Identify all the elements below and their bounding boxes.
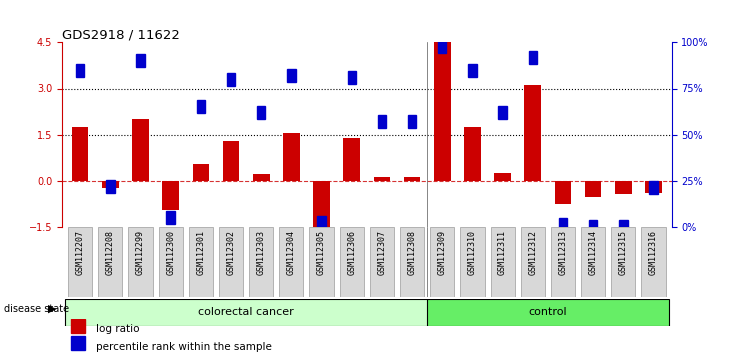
Bar	[193, 164, 210, 181]
Bar	[347, 71, 356, 84]
Bar	[408, 115, 416, 128]
Bar	[645, 181, 662, 193]
Text: control: control	[529, 307, 567, 318]
Text: GSM112309: GSM112309	[438, 230, 447, 275]
Bar	[102, 181, 119, 188]
Text: GSM112315: GSM112315	[619, 230, 628, 275]
Text: GSM112302: GSM112302	[226, 230, 236, 275]
Text: GSM112314: GSM112314	[588, 230, 598, 275]
Bar	[65, 299, 427, 326]
Bar	[99, 227, 123, 297]
Bar	[283, 133, 300, 181]
Bar	[427, 299, 669, 326]
Bar	[430, 227, 454, 297]
Bar	[520, 227, 545, 297]
Bar	[196, 101, 205, 113]
Bar	[619, 220, 628, 233]
Text: GSM112307: GSM112307	[377, 230, 386, 275]
Text: GSM112308: GSM112308	[407, 230, 417, 275]
Bar	[166, 211, 175, 224]
Bar	[189, 227, 213, 297]
Bar	[253, 175, 269, 181]
Text: GSM112301: GSM112301	[196, 230, 205, 275]
Bar	[404, 177, 420, 181]
Bar	[76, 64, 85, 76]
Bar	[529, 51, 537, 64]
Text: GSM112316: GSM112316	[649, 230, 658, 275]
Bar	[499, 106, 507, 119]
Bar	[558, 218, 567, 231]
Bar	[461, 227, 485, 297]
Bar	[158, 227, 182, 297]
Bar	[434, 42, 450, 181]
Bar	[491, 227, 515, 297]
Bar	[313, 181, 330, 228]
Text: GDS2918 / 11622: GDS2918 / 11622	[62, 28, 180, 41]
Text: percentile rank within the sample: percentile rank within the sample	[96, 342, 272, 352]
Bar	[318, 216, 326, 229]
Bar	[106, 179, 115, 193]
Bar	[72, 336, 85, 350]
Bar	[343, 138, 360, 181]
Text: ▶: ▶	[48, 304, 57, 314]
Text: GSM112300: GSM112300	[166, 230, 175, 275]
Bar	[310, 227, 334, 297]
Bar	[249, 227, 273, 297]
Text: GSM112306: GSM112306	[347, 230, 356, 275]
Text: GSM112303: GSM112303	[257, 230, 266, 275]
Bar	[72, 319, 85, 333]
Bar	[581, 227, 605, 297]
Bar	[377, 115, 386, 128]
Bar	[128, 227, 153, 297]
Bar	[137, 55, 145, 67]
Text: disease state: disease state	[4, 304, 69, 314]
Text: GSM112304: GSM112304	[287, 230, 296, 275]
Bar	[615, 181, 631, 194]
Text: GSM112312: GSM112312	[529, 230, 537, 275]
Bar	[219, 227, 243, 297]
Bar	[551, 227, 575, 297]
Text: GSM112310: GSM112310	[468, 230, 477, 275]
Bar	[494, 173, 511, 181]
Bar	[555, 181, 572, 204]
Bar	[227, 73, 235, 86]
Text: GSM112305: GSM112305	[317, 230, 326, 275]
Bar	[438, 40, 447, 53]
Bar	[611, 227, 635, 297]
Bar	[524, 85, 541, 181]
Bar	[287, 69, 296, 82]
Bar	[68, 227, 92, 297]
Bar	[257, 106, 266, 119]
Bar	[468, 64, 477, 76]
Bar	[589, 220, 597, 233]
Bar	[400, 227, 424, 297]
Bar	[223, 141, 239, 181]
Text: colorectal cancer: colorectal cancer	[199, 307, 294, 318]
Text: log ratio: log ratio	[96, 324, 139, 334]
Bar	[162, 181, 179, 210]
Bar	[132, 119, 149, 181]
Bar	[72, 127, 88, 181]
Bar	[370, 227, 394, 297]
Text: GSM112208: GSM112208	[106, 230, 115, 275]
Bar	[339, 227, 364, 297]
Bar	[464, 127, 481, 181]
Bar	[280, 227, 304, 297]
Text: GSM112311: GSM112311	[498, 230, 507, 275]
Bar	[585, 181, 602, 198]
Bar	[649, 182, 658, 194]
Bar	[374, 177, 391, 181]
Text: GSM112207: GSM112207	[76, 230, 85, 275]
Text: GSM112313: GSM112313	[558, 230, 567, 275]
Bar	[642, 227, 666, 297]
Text: GSM112299: GSM112299	[136, 230, 145, 275]
